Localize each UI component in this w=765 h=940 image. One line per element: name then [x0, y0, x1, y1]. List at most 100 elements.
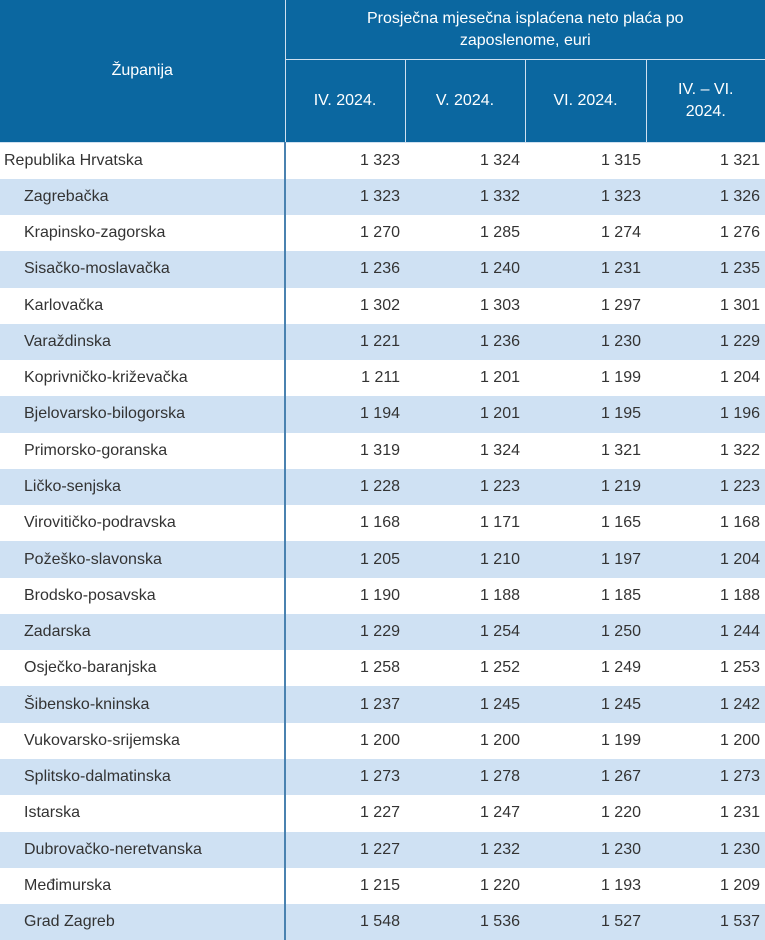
salary-value: 1 244: [646, 614, 765, 650]
salary-value: 1 200: [285, 723, 405, 759]
salary-value: 1 242: [646, 686, 765, 722]
county-name: Virovitičko-podravska: [0, 505, 285, 541]
salary-value: 1 321: [525, 433, 646, 469]
salary-value: 1 278: [405, 759, 525, 795]
salary-value: 1 201: [405, 396, 525, 432]
county-name: Republika Hrvatska: [0, 143, 285, 179]
salary-value: 1 200: [646, 723, 765, 759]
salary-value: 1 204: [646, 541, 765, 577]
salary-value: 1 188: [646, 578, 765, 614]
salary-value: 1 324: [405, 433, 525, 469]
salary-value: 1 297: [525, 288, 646, 324]
salary-value: 1 247: [405, 795, 525, 831]
salary-value: 1 231: [646, 795, 765, 831]
salary-value: 1 527: [525, 904, 646, 940]
county-name: Šibensko-kninska: [0, 686, 285, 722]
salary-value: 1 237: [285, 686, 405, 722]
salary-value: 1 537: [646, 904, 765, 940]
column-header-q2-label: IV. – VI. 2024.: [648, 79, 765, 123]
salary-value: 1 240: [405, 251, 525, 287]
county-name: Vukovarsko-srijemska: [0, 723, 285, 759]
salary-value: 1 168: [646, 505, 765, 541]
salary-value: 1 249: [525, 650, 646, 686]
county-name: Bjelovarsko-bilogorska: [0, 396, 285, 432]
salary-value: 1 220: [525, 795, 646, 831]
county-name: Osječko-baranjska: [0, 650, 285, 686]
salary-value: 1 227: [285, 832, 405, 868]
salary-value: 1 221: [285, 324, 405, 360]
salary-value: 1 230: [646, 832, 765, 868]
salary-value: 1 230: [525, 832, 646, 868]
salary-value: 1 323: [525, 179, 646, 215]
salary-group-label: Prosječna mjesečna isplaćena neto plaća …: [287, 8, 765, 52]
county-name: Zadarska: [0, 614, 285, 650]
salary-value: 1 326: [646, 179, 765, 215]
county-name: Sisačko-moslavačka: [0, 251, 285, 287]
salary-value: 1 211: [285, 360, 405, 396]
salary-value: 1 229: [646, 324, 765, 360]
salary-value: 1 274: [525, 215, 646, 251]
salary-value: 1 165: [525, 505, 646, 541]
salary-value: 1 223: [405, 469, 525, 505]
county-name: Istarska: [0, 795, 285, 831]
salary-value: 1 219: [525, 469, 646, 505]
salary-value: 1 199: [525, 723, 646, 759]
county-name: Primorsko-goranska: [0, 433, 285, 469]
column-header-jun: VI. 2024.: [525, 60, 646, 143]
salary-value: 1 210: [405, 541, 525, 577]
salary-value: 1 270: [285, 215, 405, 251]
salary-value: 1 536: [405, 904, 525, 940]
county-column-header: Županija: [0, 0, 285, 143]
salary-value: 1 258: [285, 650, 405, 686]
county-name: Ličko-senjska: [0, 469, 285, 505]
salary-value: 1 273: [646, 759, 765, 795]
salary-value: 1 276: [646, 215, 765, 251]
salary-value: 1 195: [525, 396, 646, 432]
salary-value: 1 301: [646, 288, 765, 324]
salary-value: 1 205: [285, 541, 405, 577]
county-name: Dubrovačko-neretvanska: [0, 832, 285, 868]
salary-value: 1 209: [646, 868, 765, 904]
salary-value: 1 302: [285, 288, 405, 324]
county-name: Zagrebačka: [0, 179, 285, 215]
salary-value: 1 168: [285, 505, 405, 541]
county-name: Varaždinska: [0, 324, 285, 360]
salary-value: 1 322: [646, 433, 765, 469]
salary-value: 1 204: [646, 360, 765, 396]
salary-value: 1 199: [525, 360, 646, 396]
salary-value: 1 319: [285, 433, 405, 469]
salary-value: 1 228: [285, 469, 405, 505]
salary-value: 1 254: [405, 614, 525, 650]
salary-value: 1 267: [525, 759, 646, 795]
salary-value: 1 171: [405, 505, 525, 541]
salary-value: 1 223: [646, 469, 765, 505]
salary-value: 1 252: [405, 650, 525, 686]
county-name: Koprivničko-križevačka: [0, 360, 285, 396]
salary-value: 1 236: [285, 251, 405, 287]
salary-value: 1 323: [285, 179, 405, 215]
county-name: Požeško-slavonska: [0, 541, 285, 577]
column-header-may: V. 2024.: [405, 60, 525, 143]
salary-value: 1 232: [405, 832, 525, 868]
county-name: Brodsko-posavska: [0, 578, 285, 614]
salary-value: 1 200: [405, 723, 525, 759]
salary-value: 1 245: [525, 686, 646, 722]
salary-value: 1 201: [405, 360, 525, 396]
salary-value: 1 229: [285, 614, 405, 650]
county-name: Karlovačka: [0, 288, 285, 324]
salary-value: 1 188: [405, 578, 525, 614]
